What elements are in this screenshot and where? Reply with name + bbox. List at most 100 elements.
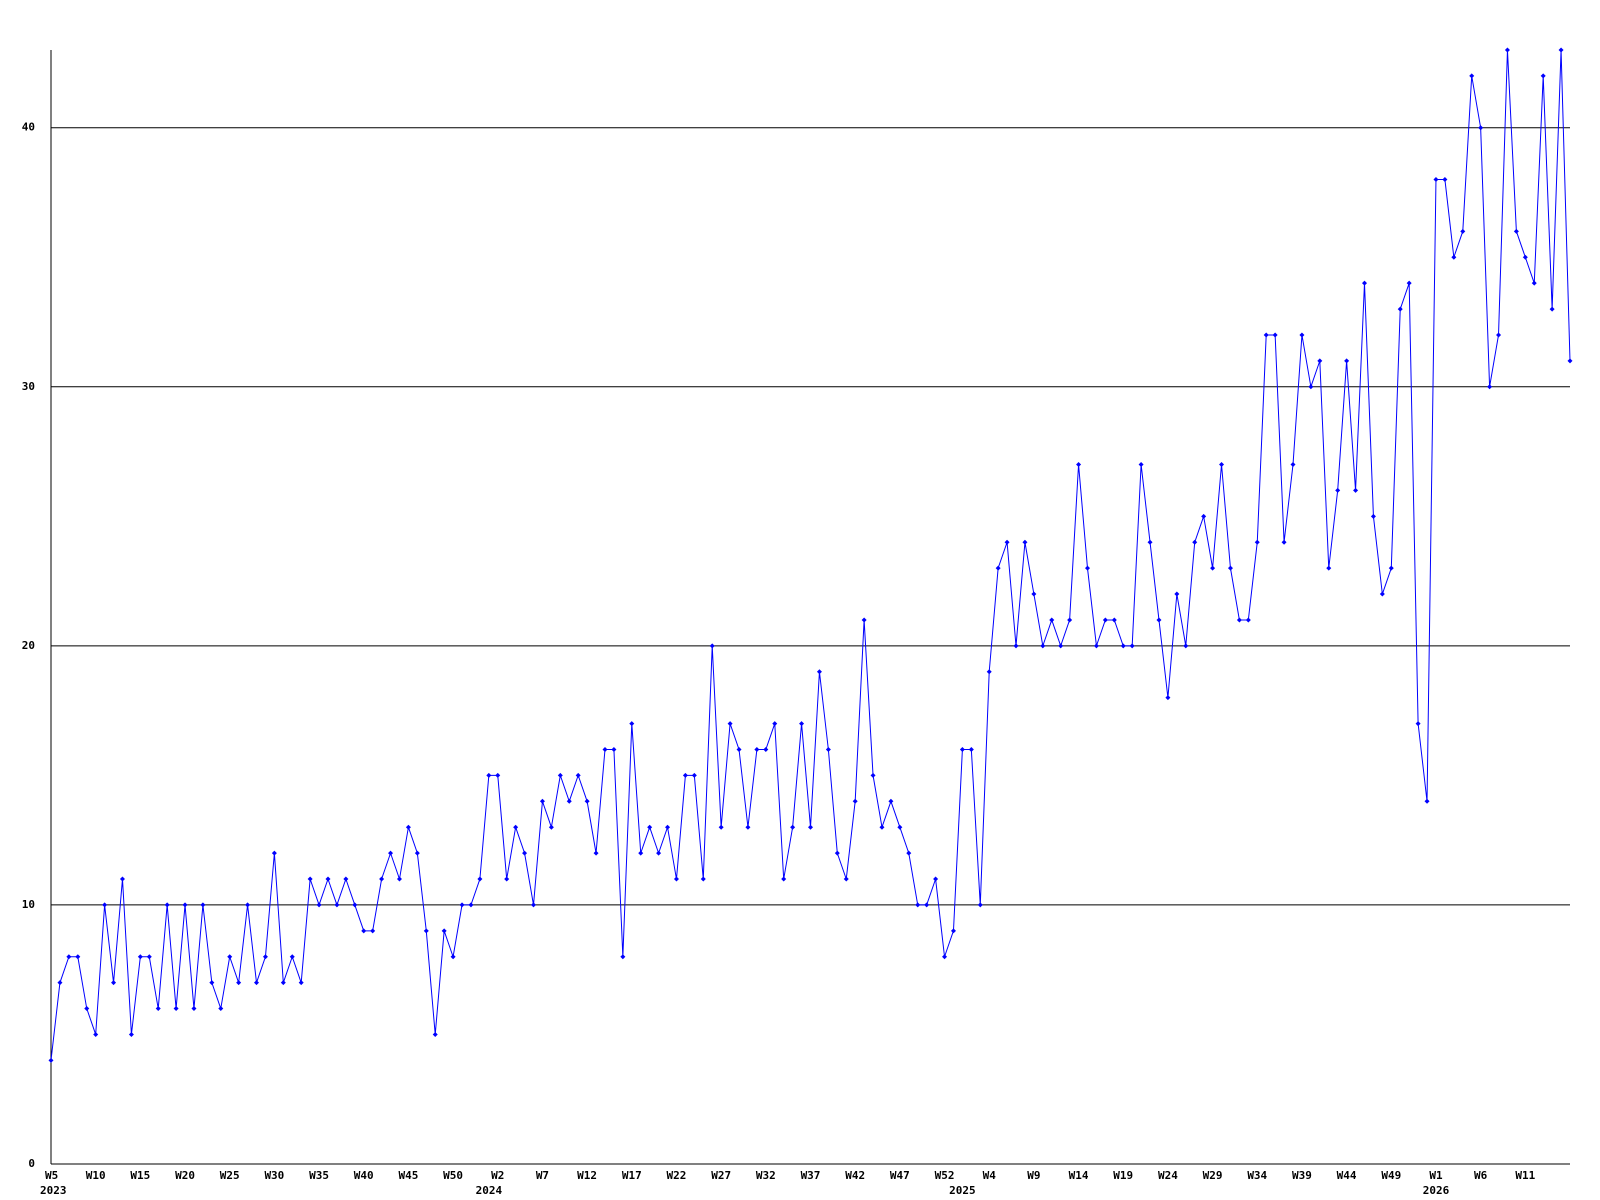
data-point <box>1522 254 1528 260</box>
data-point <box>1210 565 1216 571</box>
y-tick-label: 0 <box>28 1157 35 1170</box>
data-point <box>307 876 313 882</box>
data-point <box>1344 358 1350 364</box>
x-tick-label: W52 <box>935 1169 955 1182</box>
data-point <box>1245 617 1251 623</box>
data-point <box>209 980 215 986</box>
data-point <box>1540 73 1546 79</box>
data-point <box>1227 565 1233 571</box>
data-point <box>548 824 554 830</box>
x-tick-label: W42 <box>845 1169 865 1182</box>
data-point <box>459 902 465 908</box>
y-tick-label: 30 <box>22 380 35 393</box>
data-point <box>1031 591 1037 597</box>
data-point <box>1469 73 1475 79</box>
x-tick-label: W49 <box>1381 1169 1401 1182</box>
data-point <box>736 746 742 752</box>
data-point <box>611 746 617 752</box>
x-tick-label: W39 <box>1292 1169 1312 1182</box>
data-point <box>343 876 349 882</box>
data-point <box>1120 643 1126 649</box>
data-point <box>1460 228 1466 234</box>
data-point <box>584 798 590 804</box>
data-point <box>1317 358 1323 364</box>
data-point <box>271 850 277 856</box>
data-point <box>1335 487 1341 493</box>
data-point <box>1504 47 1510 53</box>
data-point <box>915 902 921 908</box>
data-point <box>825 746 831 752</box>
data-point <box>754 746 760 752</box>
data-point <box>959 746 965 752</box>
data-point <box>111 980 117 986</box>
data-point <box>1549 306 1555 312</box>
x-tick-label: W1 <box>1429 1169 1443 1182</box>
data-point <box>539 798 545 804</box>
data-point <box>128 1031 134 1037</box>
data-point <box>191 1006 197 1012</box>
x-tick-label: W6 <box>1474 1169 1488 1182</box>
data-point <box>137 954 143 960</box>
data-point <box>1174 591 1180 597</box>
data-point <box>334 902 340 908</box>
data-point <box>1388 565 1394 571</box>
data-point <box>245 902 251 908</box>
data-point <box>1531 280 1537 286</box>
data-point <box>566 798 572 804</box>
data-point <box>1093 643 1099 649</box>
data-point <box>834 850 840 856</box>
data-point <box>799 721 805 727</box>
data-point <box>325 876 331 882</box>
data-point <box>1254 539 1260 545</box>
data-point <box>57 980 63 986</box>
data-point <box>897 824 903 830</box>
data-point <box>718 824 724 830</box>
data-point <box>1129 643 1135 649</box>
data-point <box>861 617 867 623</box>
data-point <box>1102 617 1108 623</box>
data-point <box>75 954 81 960</box>
data-point <box>93 1031 99 1037</box>
x-tick-label: W47 <box>890 1169 910 1182</box>
data-point <box>531 902 537 908</box>
data-point <box>1308 384 1314 390</box>
data-point <box>405 824 411 830</box>
data-point <box>361 928 367 934</box>
data-point <box>1513 228 1519 234</box>
data-point <box>522 850 528 856</box>
data-point <box>1361 280 1367 286</box>
x-tick-label: W32 <box>756 1169 776 1182</box>
data-point <box>647 824 653 830</box>
data-point <box>379 876 385 882</box>
x-tick-label: W22 <box>667 1169 687 1182</box>
data-point <box>1290 462 1296 468</box>
data-point <box>1299 332 1305 338</box>
data-point <box>781 876 787 882</box>
data-point <box>1353 487 1359 493</box>
data-point <box>254 980 260 986</box>
data-point <box>602 746 608 752</box>
data-point <box>977 902 983 908</box>
x-tick-label: W29 <box>1203 1169 1223 1182</box>
data-point <box>262 954 268 960</box>
data-point <box>1558 47 1564 53</box>
data-point <box>665 824 671 830</box>
x-year-label: 2023 <box>40 1184 67 1197</box>
data-point <box>1451 254 1457 260</box>
data-point <box>1478 125 1484 131</box>
data-point <box>423 928 429 934</box>
data-point <box>84 1006 90 1012</box>
data-point <box>879 824 885 830</box>
x-tick-label: W19 <box>1113 1169 1133 1182</box>
x-tick-label: W45 <box>398 1169 418 1182</box>
data-point <box>468 902 474 908</box>
data-point <box>1004 539 1010 545</box>
data-point <box>173 1006 179 1012</box>
x-tick-label: W40 <box>354 1169 374 1182</box>
data-point <box>218 1006 224 1012</box>
data-point <box>316 902 322 908</box>
data-point <box>280 980 286 986</box>
data-point <box>852 798 858 804</box>
x-year-label: 2024 <box>476 1184 503 1197</box>
